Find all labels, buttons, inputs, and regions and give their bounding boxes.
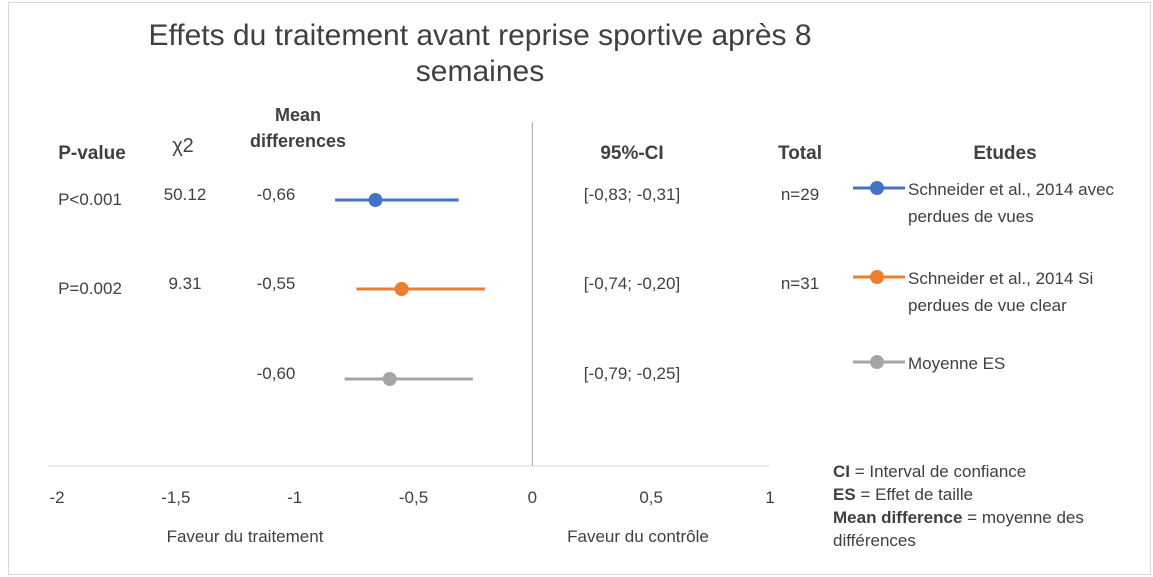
glossary-term: CI: [833, 462, 850, 481]
glossary: CI = Interval de confiance ES = Effet de …: [833, 460, 1133, 552]
x-tick-label: 0,5: [639, 488, 663, 507]
point: [394, 282, 409, 296]
legend-label: Schneider et al., 2014 avec perdues de v…: [908, 180, 1115, 226]
x-axis-label: Faveur du contrôle: [567, 527, 709, 546]
chi2: 50.12: [163, 185, 207, 204]
glossary-term: Mean difference: [833, 508, 963, 527]
x-tick-label: -1: [287, 488, 303, 507]
x-tick-label: 1: [765, 488, 775, 507]
legend-marker: [870, 355, 884, 369]
value-label: -0,66: [256, 185, 296, 204]
legend-marker: [870, 181, 884, 195]
legend-label: Moyenne ES: [908, 354, 1006, 373]
total: n=29: [780, 185, 820, 204]
frame: [8, 2, 1151, 575]
value-label: -0,55: [256, 274, 296, 293]
glossary-entry: CI = Interval de confiance: [833, 460, 1133, 483]
total: n=31: [780, 274, 820, 293]
glossary-entry: Mean difference = moyenne des différence…: [833, 506, 1133, 552]
p-value: P<0.001: [58, 190, 122, 209]
value-label: -0,60: [256, 364, 296, 383]
point: [382, 372, 397, 386]
p-value: P=0.002: [58, 279, 122, 298]
column-header: Etudes: [973, 143, 1037, 164]
glossary-text: = Effet de taille: [860, 485, 974, 504]
glossary-term: ES: [833, 485, 856, 504]
x-tick-label: -1,5: [161, 488, 191, 507]
x-tick-label: -2: [49, 488, 65, 507]
chi2: 9.31: [168, 274, 202, 293]
x-tick-label: 0: [527, 488, 538, 507]
ci-label: [-0,79; -0,25]: [583, 364, 681, 383]
column-header: P-value: [58, 143, 126, 164]
chart-title: Effets du traitement avant reprise sport…: [148, 19, 812, 88]
glossary-text: = moyenne des différences: [833, 508, 1084, 550]
column-header: Total: [778, 143, 822, 164]
column-header: Mean differences: [249, 105, 347, 151]
column-header: 95%-CI: [600, 143, 664, 164]
column-header: χ2: [172, 135, 194, 157]
legend-label: Schneider et al., 2014 Si perdues de vue…: [908, 269, 1094, 315]
legend-marker: [870, 270, 884, 284]
x-tick-label: -0,5: [398, 488, 429, 507]
glossary-entry: ES = Effet de taille: [833, 483, 1133, 506]
x-axis-label: Faveur du traitement: [166, 527, 324, 546]
point: [368, 193, 383, 207]
ci-label: [-0,74; -0,20]: [583, 274, 681, 293]
ci-label: [-0,83; -0,31]: [583, 185, 681, 204]
glossary-text: = Interval de confiance: [854, 462, 1027, 481]
